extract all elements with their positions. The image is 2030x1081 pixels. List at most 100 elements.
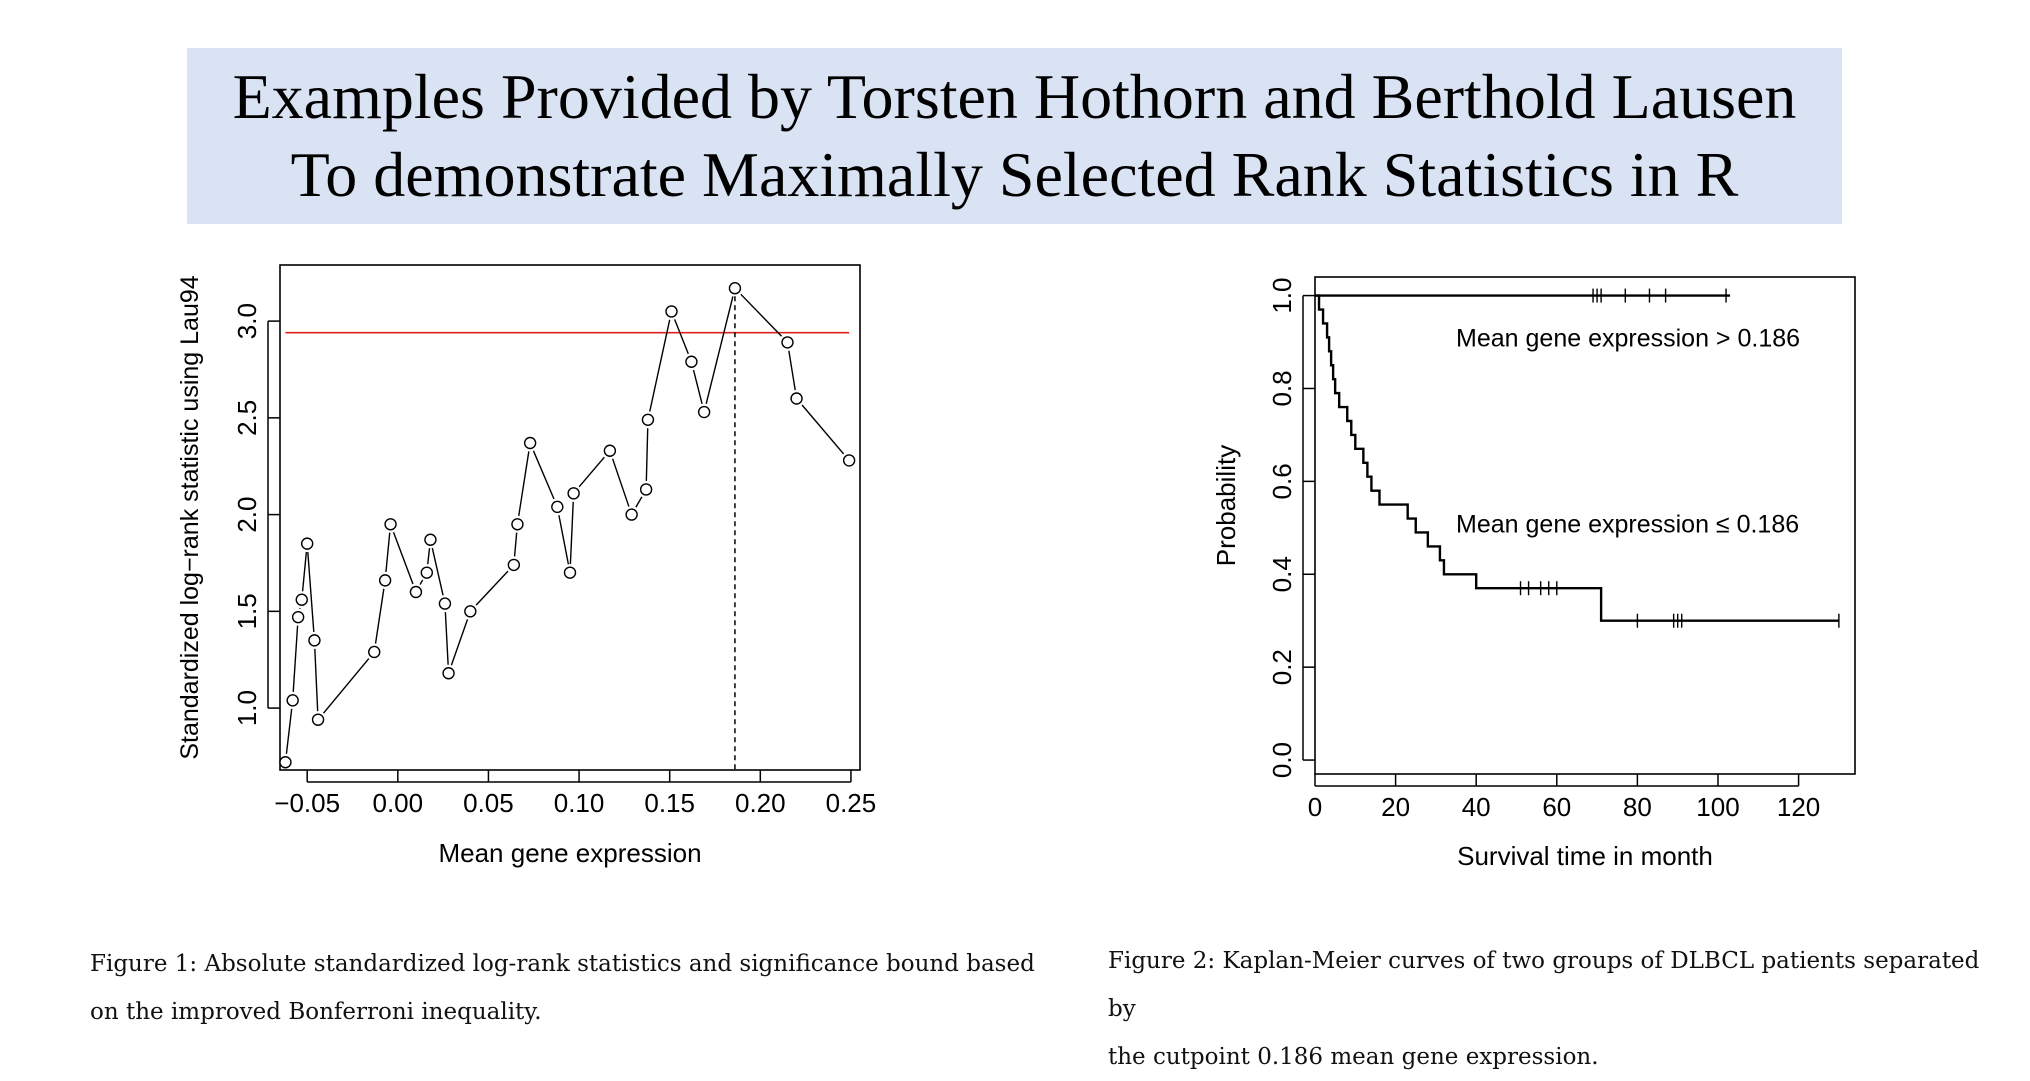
x-tick-label: 80 [1623, 792, 1652, 822]
series-line-segment [613, 459, 629, 507]
data-point [302, 538, 313, 549]
data-point [443, 668, 454, 679]
banner-title-line-2: To demonstrate Maximally Selected Rank S… [291, 136, 1739, 214]
y-axis-title: Probability [1211, 445, 1241, 566]
figure-2-caption-line-2: the cutpoint 0.186 mean gene expression. [1108, 1033, 2008, 1081]
data-point [686, 356, 697, 367]
y-tick-label: 0.2 [1267, 649, 1297, 685]
y-tick-label: 1.0 [1267, 278, 1297, 314]
data-point [508, 559, 519, 570]
series-line-segment [570, 502, 573, 564]
y-tick-label: 0.4 [1267, 556, 1297, 592]
annotation-low-expression: Mean gene expression ≤ 0.186 [1456, 510, 1799, 538]
x-axis-title: Survival time in month [1457, 841, 1713, 871]
x-tick-label: 0.20 [735, 788, 786, 818]
data-point [641, 484, 652, 495]
series-line-segment [802, 405, 844, 454]
series-line-segment [420, 580, 423, 585]
data-point [565, 567, 576, 578]
series-line-segment [432, 548, 443, 595]
figure-1-caption-line-2: on the improved Bonferroni inequality. [90, 988, 1050, 1036]
banner-title-line-1: Examples Provided by Torsten Hothorn and… [233, 58, 1797, 136]
data-point [421, 567, 432, 578]
figure-2-caption: Figure 2: Kaplan-Meier curves of two gro… [1108, 937, 2008, 1081]
series-line-segment [694, 370, 703, 404]
y-tick-label: 2.5 [232, 400, 262, 436]
series-line-segment [741, 294, 782, 336]
y-tick-label: 0.6 [1267, 463, 1297, 499]
series-line-segment [559, 515, 568, 564]
data-point [699, 407, 710, 418]
series-line-segment [519, 451, 529, 515]
series-line-segment [706, 296, 733, 403]
data-point [568, 488, 579, 499]
series-line-segment [533, 451, 554, 499]
series-line-segment [445, 612, 448, 665]
y-tick-label: 0.8 [1267, 370, 1297, 406]
series-line-segment [386, 533, 390, 572]
data-point [791, 393, 802, 404]
plot-frame [280, 265, 860, 770]
series-line-segment [308, 552, 314, 632]
data-point [782, 337, 793, 348]
data-point [280, 757, 291, 768]
x-axis-title: Mean gene expression [438, 838, 701, 868]
series-line-segment [476, 571, 508, 605]
data-point [844, 455, 855, 466]
data-point [287, 695, 298, 706]
figure-1-caption: Figure 1: Absolute standardized log-rank… [90, 940, 1050, 1036]
series-line-segment [646, 428, 647, 481]
x-tick-label: 100 [1696, 792, 1739, 822]
data-point [439, 598, 450, 609]
y-tick-label: 1.5 [232, 593, 262, 629]
x-tick-label: 60 [1542, 792, 1571, 822]
x-tick-label: 0.15 [644, 788, 695, 818]
data-point [293, 612, 304, 623]
figure-2-caption-line-1: Figure 2: Kaplan-Meier curves of two gro… [1108, 937, 2008, 1033]
logrank-statistic-chart: −0.05 0.00 0.05 0.10 0.15 0.20 0.25 1.0 1.5 2.0 2.… [170, 250, 890, 890]
series-line-segment [451, 619, 467, 665]
series-line-segment [376, 589, 384, 644]
x-tick-label: 40 [1462, 792, 1491, 822]
data-point [512, 519, 523, 530]
y-tick-label: 1.0 [232, 690, 262, 726]
data-point [642, 414, 653, 425]
data-point [666, 306, 677, 317]
series-line-segment [293, 626, 297, 692]
y-tick-label: 2.0 [232, 497, 262, 533]
annotation-high-expression: Mean gene expression > 0.186 [1456, 325, 1800, 353]
data-point [410, 586, 421, 597]
data-point [296, 594, 307, 605]
x-tick-label: −0.05 [274, 788, 340, 818]
series-line-segment [789, 351, 795, 390]
series-line-segment [303, 552, 307, 591]
data-point [309, 635, 320, 646]
x-tick-label: 20 [1381, 792, 1410, 822]
x-tick-label: 0.00 [373, 788, 424, 818]
data-point [465, 606, 476, 617]
y-tick-label: 3.0 [232, 303, 262, 339]
data-point [552, 501, 563, 512]
data-point [313, 714, 324, 725]
series-line-segment [515, 533, 517, 557]
data-point [380, 575, 391, 586]
series-line-segment [315, 649, 318, 711]
data-point [369, 646, 380, 657]
title-banner: Examples Provided by Torsten Hothorn and… [187, 48, 1842, 224]
series-line-segment [286, 709, 291, 754]
y-tick-label: 0.0 [1267, 742, 1297, 778]
x-tick-label: 120 [1777, 792, 1820, 822]
series-line-segment [636, 497, 642, 507]
data-point [604, 445, 615, 456]
series-line-segment [394, 532, 413, 584]
y-axis-title: Standardized log−rank statistic using La… [176, 275, 204, 759]
data-point [425, 534, 436, 545]
x-tick-label: 0.10 [554, 788, 605, 818]
data-point [626, 509, 637, 520]
series-line-segment [428, 548, 430, 564]
x-tick-label: 0.05 [463, 788, 514, 818]
figure-1-caption-line-1: Figure 1: Absolute standardized log-rank… [90, 940, 1050, 988]
series-line-segment [579, 457, 604, 487]
x-tick-label: 0.25 [826, 788, 877, 818]
